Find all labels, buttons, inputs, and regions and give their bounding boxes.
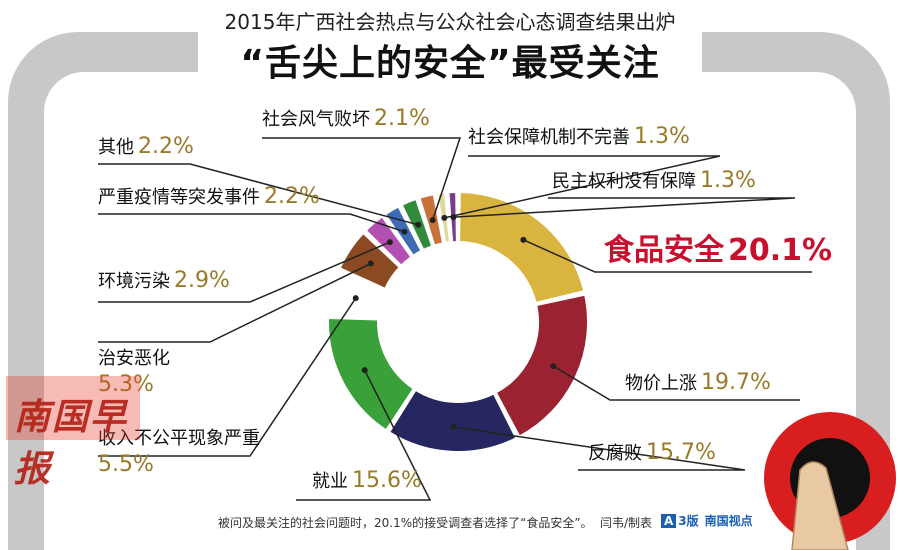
leader-dot: [361, 367, 368, 374]
slice-2: [387, 388, 518, 453]
leader-line: [98, 262, 372, 343]
watermark-text: 南国早报: [14, 397, 129, 490]
slice-label-name: 社会风气败坏: [262, 109, 370, 130]
slice-4: [327, 270, 386, 319]
column-name: 南国视点: [704, 514, 753, 528]
watermark-stamp: 南国早报: [6, 376, 140, 490]
slice-label-name: 其他: [98, 137, 134, 158]
slice-label: 民主权利没有保障 1.3%: [552, 170, 756, 192]
chart-subtitle: 2015年广西社会热点与公众社会心态调查结果出炉: [224, 10, 676, 34]
slice-label-name: 环境污染: [98, 271, 170, 292]
leader-line: [523, 239, 812, 273]
leader-dot: [415, 221, 422, 228]
page-number: 3版: [678, 514, 699, 528]
slice-label: 治安恶化 5.3%: [98, 350, 170, 396]
leader-dot: [450, 214, 457, 221]
slice-label-percent: 15.6%: [352, 468, 422, 493]
slice-label-percent: 19.7%: [701, 370, 771, 395]
slice-label-percent: 2.2%: [264, 184, 320, 209]
slice-label-name: 就业: [312, 471, 348, 492]
leader-dot: [386, 239, 393, 246]
leader-lines: [98, 137, 812, 501]
slice-label-name: 反腐败: [588, 443, 642, 464]
leader-line: [98, 213, 405, 233]
slice-label-percent: 2.2%: [138, 134, 194, 159]
leader-dot: [367, 260, 374, 267]
slice-label-name: 食品安全: [604, 233, 724, 268]
slice-label: 严重疫情等突发事件 2.2%: [98, 186, 320, 208]
author-credit: 闫韦/制表: [600, 516, 653, 530]
slice-label-name: 严重疫情等突发事件: [98, 187, 260, 208]
leader-line: [98, 241, 391, 303]
slice-label-percent: 2.1%: [374, 106, 430, 131]
page-box: A: [661, 514, 677, 528]
slice-label: 物价上涨 19.7%: [625, 372, 771, 394]
leader-line: [452, 426, 746, 471]
leader-dot: [550, 363, 557, 370]
slice-label-name: 民主权利没有保障: [552, 171, 696, 192]
slice-label: 食品安全 20.1%: [604, 236, 832, 266]
slice-label-percent: 5.3%: [98, 372, 154, 397]
leader-dot: [450, 423, 457, 430]
donut-slices: [327, 190, 589, 453]
leader-dot: [352, 295, 359, 302]
slice-0: [458, 190, 586, 305]
slice-label: 社会风气败坏 2.1%: [262, 108, 430, 130]
leader-dot: [441, 214, 448, 221]
slice-1: [494, 293, 589, 438]
slice-label: 环境污染 2.9%: [98, 270, 230, 292]
slice-label: 其他 2.2%: [98, 136, 194, 158]
slice-label-percent: 1.3%: [700, 168, 756, 193]
slice-label-percent: 20.1%: [728, 233, 833, 268]
slice-label: 就业 15.6%: [312, 470, 422, 492]
title-box: 2015年广西社会热点与公众社会心态调查结果出炉 “舌尖上的安全”最受关注: [198, 0, 702, 84]
slice-label-name: 社会保障机制不完善: [468, 127, 630, 148]
leader-line: [262, 137, 462, 221]
leader-dot: [520, 236, 527, 243]
slice-label-percent: 5.5%: [98, 452, 154, 477]
leader-line: [453, 197, 796, 218]
slice-label-percent: 1.3%: [634, 124, 690, 149]
leader-line: [444, 155, 721, 219]
slice-3: [327, 316, 416, 432]
leader-line: [98, 297, 357, 457]
slice-label: 收入不公平现象严重 5.5%: [98, 430, 260, 476]
leader-dot: [429, 217, 436, 224]
slice-label: 社会保障机制不完善 1.3%: [468, 126, 690, 148]
footnote: 被问及最关注的社会问题时，20.1%的接受调查者选择了“食品安全”。: [218, 516, 593, 530]
chart-title: “舌尖上的安全”最受关注: [240, 43, 660, 84]
leader-line: [552, 365, 800, 401]
leader-dot: [401, 228, 408, 235]
page-badge: A 3版 南国视点: [661, 512, 753, 529]
leader-line: [98, 163, 419, 226]
slice-label-percent: 2.9%: [174, 268, 230, 293]
slice-label-name: 治安恶化: [98, 348, 170, 369]
slice-label-name: 物价上涨: [625, 373, 697, 394]
slice-label: 反腐败 15.7%: [588, 442, 716, 464]
slice-label-name: 收入不公平现象严重: [98, 428, 260, 449]
leader-line: [296, 369, 432, 501]
slice-label-percent: 15.7%: [646, 440, 716, 465]
